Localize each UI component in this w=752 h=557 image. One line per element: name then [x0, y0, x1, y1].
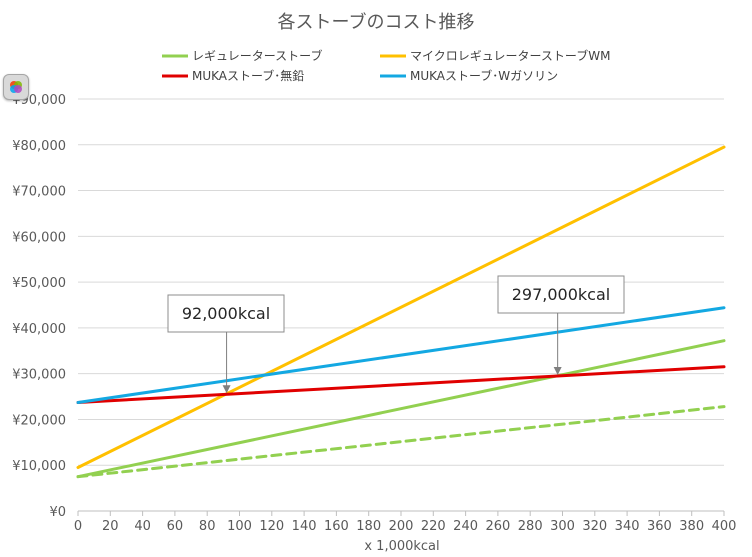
x-axis-title: x 1,000kcal — [364, 539, 439, 554]
legend: レギュレーターストーブ マイクロレギュレーターストーブWM MUKAストーブ･無鉛 M… — [162, 48, 610, 83]
x-tick-label: 80 — [199, 519, 216, 534]
x-tick-label: 160 — [324, 519, 349, 534]
copilot-logo-icon — [10, 81, 22, 93]
x-tick-label: 280 — [518, 519, 543, 534]
callout-box — [497, 275, 625, 314]
callout: 92,000kcal — [167, 294, 285, 394]
x-tick-label: 100 — [227, 519, 252, 534]
y-tick-label: ¥80,000 — [12, 139, 66, 154]
chart-title: 各ストーブのコスト推移 — [278, 11, 475, 33]
x-tick-label: 0 — [74, 519, 82, 534]
legend-label: MUKAストーブ･無鉛 — [192, 68, 304, 83]
x-tick-label: 320 — [582, 519, 607, 534]
y-tick-label: ¥60,000 — [12, 230, 66, 245]
y-tick-label: ¥10,000 — [12, 459, 66, 474]
series-line-1 — [76, 339, 726, 479]
callout-arrowhead — [553, 366, 562, 375]
series-line-4 — [76, 365, 726, 405]
x-tick-label: 220 — [421, 519, 446, 534]
y-tick-label: ¥70,000 — [12, 185, 66, 200]
x-tick-label: 40 — [134, 519, 151, 534]
x-tick-label: 120 — [259, 519, 284, 534]
series-line-3 — [76, 145, 726, 470]
callout: 297,000kcal — [497, 275, 625, 375]
annotations: 92,000kcal 297,000kcal — [167, 275, 625, 394]
x-tick-label: 380 — [679, 519, 704, 534]
y-tick-label: ¥20,000 — [12, 413, 66, 428]
legend-label: レギュレーターストーブ — [192, 48, 322, 63]
copilot-icon[interactable] — [3, 74, 29, 100]
y-axis-ticks: ¥0 ¥10,000 ¥20,000 ¥30,000 ¥40,000 ¥50,000 ¥60… — [12, 93, 66, 520]
x-axis-ticks: 0 20 40 60 80 100 120 140 160 180 200 220 240 260 280 3… — [74, 511, 737, 534]
x-tick-label: 200 — [389, 519, 414, 534]
callout-label: 92,000kcal — [182, 304, 270, 323]
x-tick-label: 60 — [167, 519, 184, 534]
x-tick-label: 20 — [102, 519, 119, 534]
x-tick-label: 340 — [615, 519, 640, 534]
x-tick-label: 360 — [647, 519, 672, 534]
legend-label: MUKAストーブ･Wガソリン — [410, 68, 558, 83]
callout-label: 297,000kcal — [512, 285, 610, 304]
y-tick-label: ¥30,000 — [12, 368, 66, 383]
series-line-5 — [76, 306, 726, 405]
y-tick-label: ¥40,000 — [12, 322, 66, 337]
x-tick-label: 300 — [550, 519, 575, 534]
callout-box — [167, 294, 285, 333]
legend-label: マイクロレギュレーターストーブWM — [410, 48, 610, 63]
x-tick-label: 180 — [356, 519, 381, 534]
series-lines — [76, 145, 726, 479]
x-tick-label: 140 — [292, 519, 317, 534]
x-tick-label: 240 — [453, 519, 478, 534]
series-line-2 — [76, 405, 726, 479]
y-tick-label: ¥0 — [49, 505, 66, 520]
x-tick-label: 260 — [485, 519, 510, 534]
x-tick-label: 400 — [712, 519, 737, 534]
y-tick-label: ¥50,000 — [12, 276, 66, 291]
callout-arrowhead — [222, 385, 231, 394]
